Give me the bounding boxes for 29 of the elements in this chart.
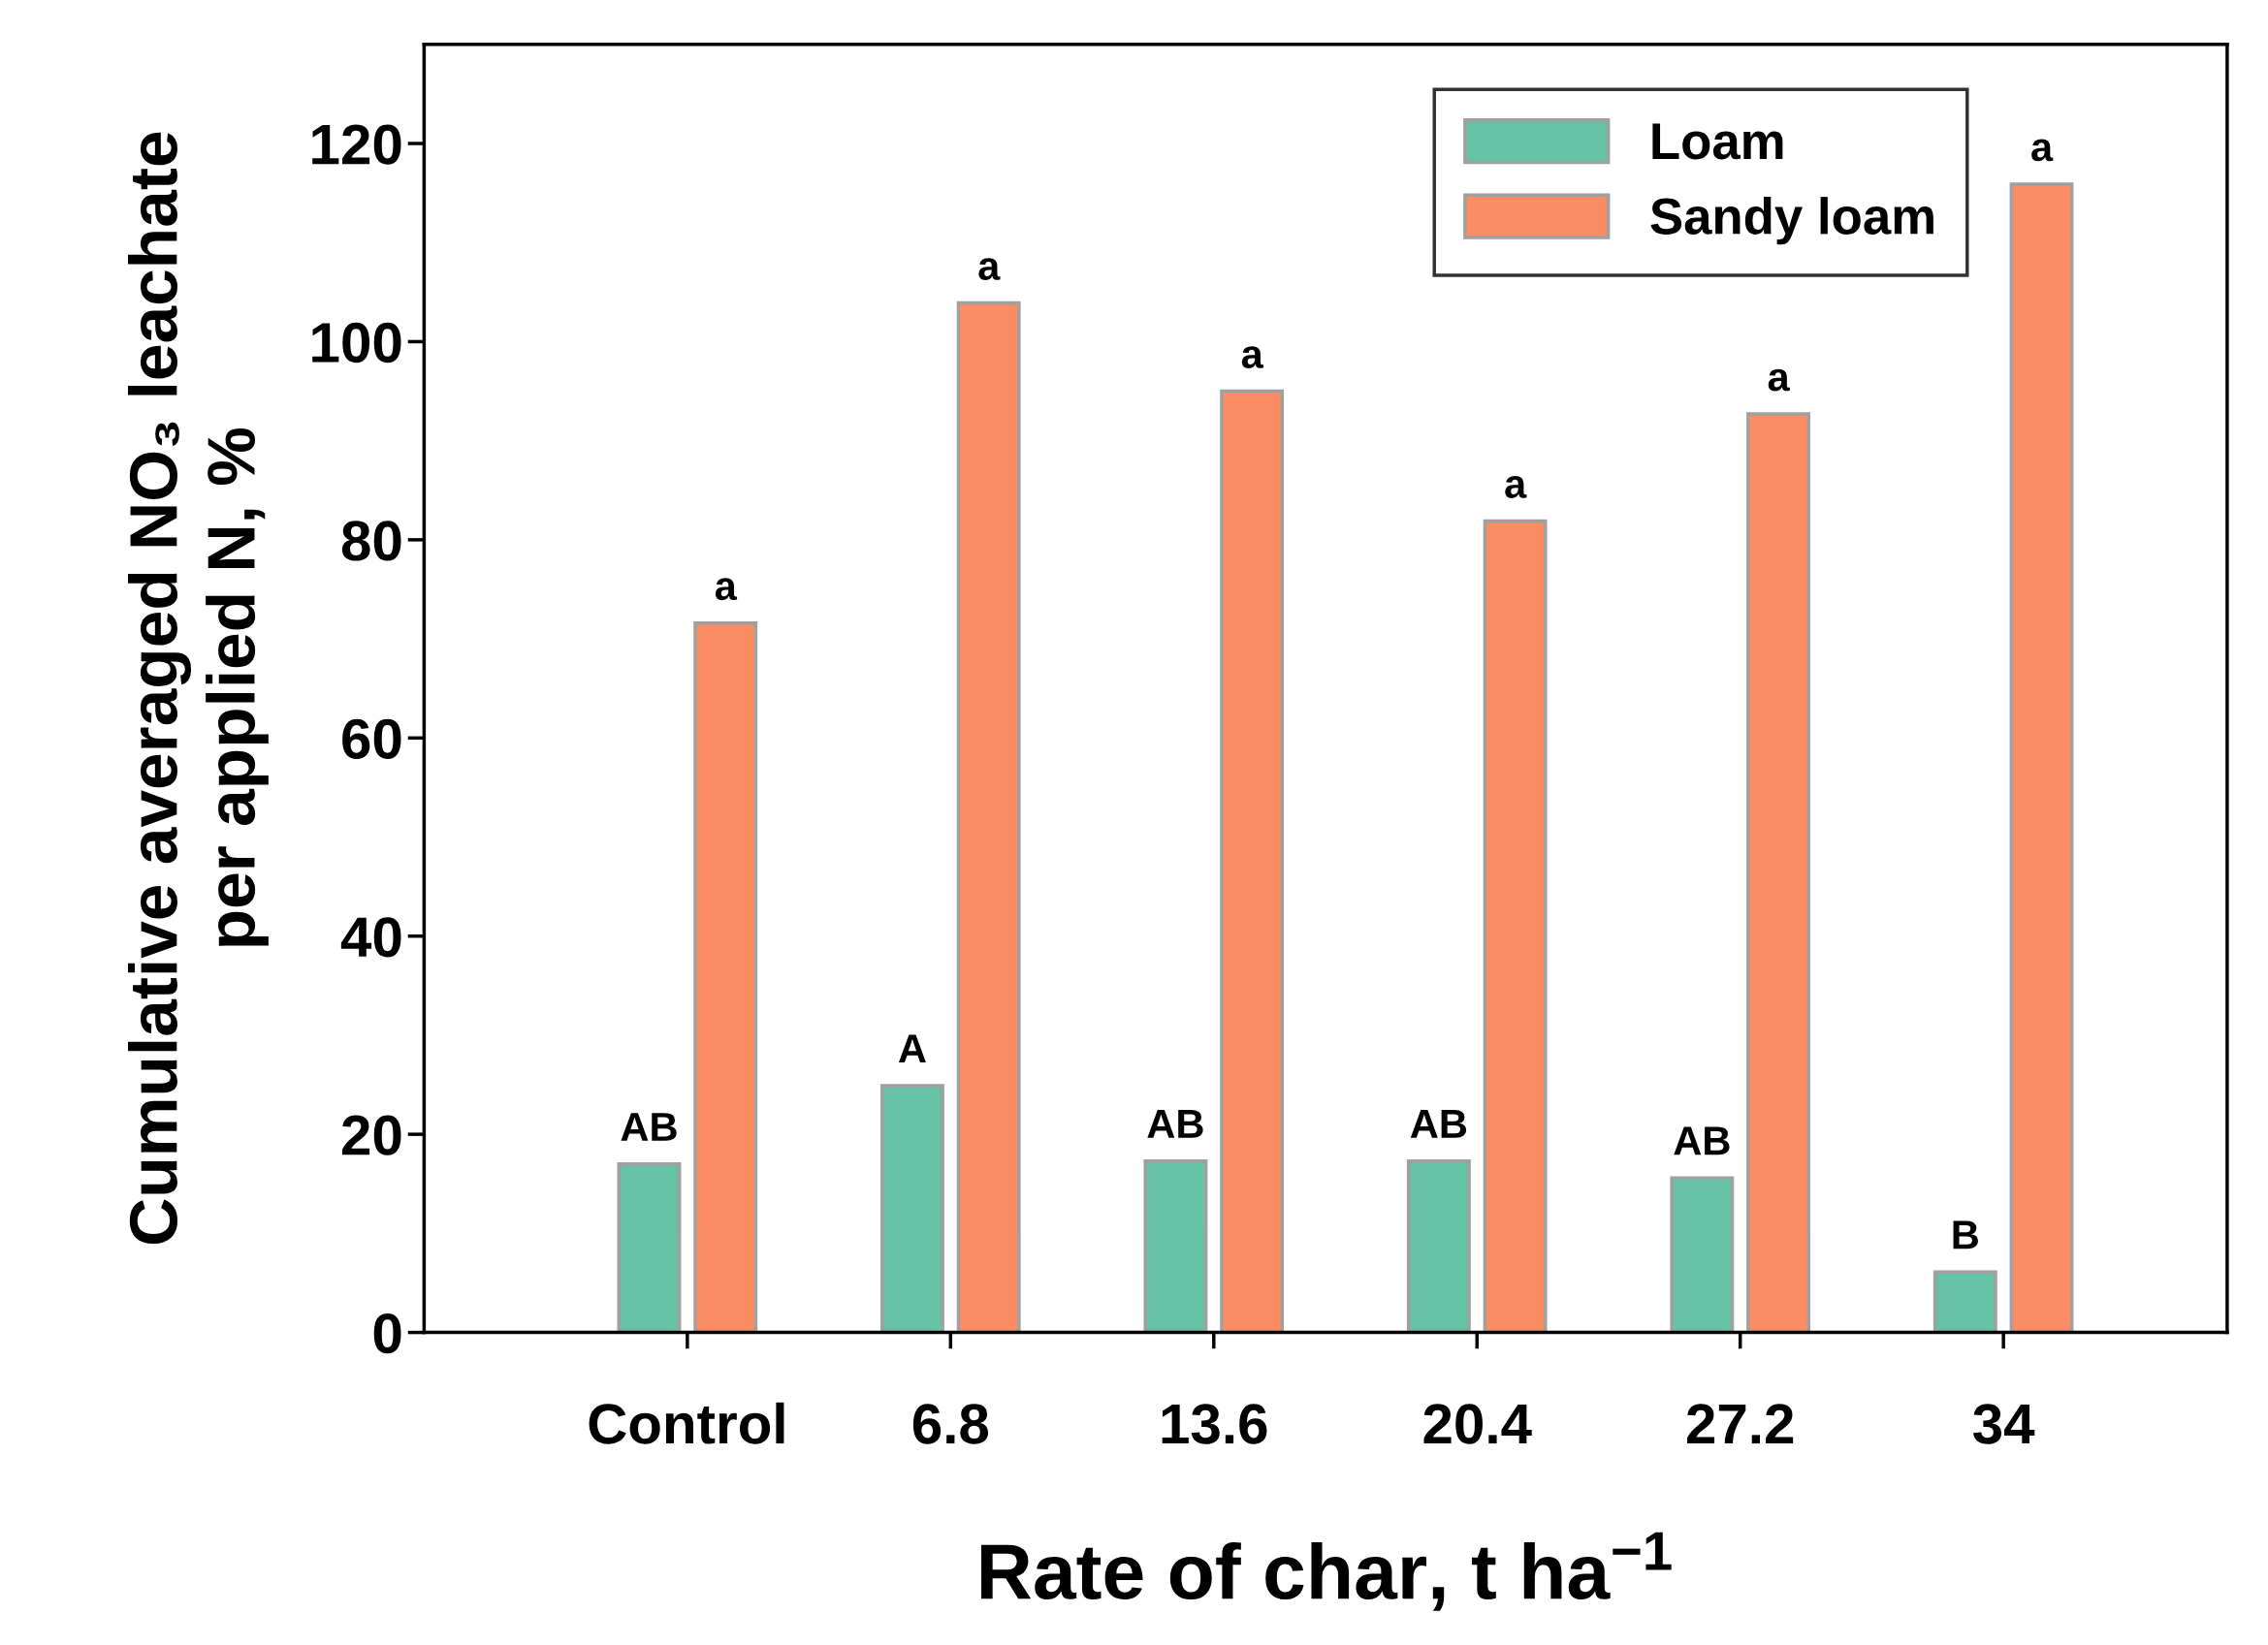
data-label: B xyxy=(1953,1220,1978,1250)
data-label: a xyxy=(2031,139,2054,162)
y-tick-label: 20 xyxy=(342,1115,401,1155)
y-tick-label: 120 xyxy=(312,124,401,165)
y-tick-label: 60 xyxy=(342,718,401,760)
y-tick-label: 80 xyxy=(341,521,401,561)
data-label: a xyxy=(715,578,738,601)
data-label: a xyxy=(1768,368,1790,392)
data-label: A xyxy=(898,1034,926,1063)
data-label: AB xyxy=(1674,1126,1730,1155)
x-tick-label: 20.4 xyxy=(1423,1404,1532,1444)
x-tick-label: 34 xyxy=(1973,1404,2035,1444)
y-tick-label: 40 xyxy=(340,917,401,958)
data-label: AB xyxy=(1410,1110,1467,1138)
data-label: a xyxy=(1505,476,1527,498)
x-axis-title: Rate of char, t ha$^{−1}$ xyxy=(981,1532,1672,1611)
legend-label: Sandy loam xyxy=(1650,197,1933,245)
y-axis-title: Cumulative averaged NO₃ leachate per applied N, % xyxy=(128,132,269,1244)
legend-label: Loam xyxy=(1652,123,1783,160)
x-tick-label: 6.8 xyxy=(912,1404,989,1444)
x-tick-label: Control xyxy=(589,1402,784,1444)
data-label: AB xyxy=(1147,1110,1203,1138)
y-tick-label: 100 xyxy=(312,322,401,364)
x-tick-label: 27.2 xyxy=(1686,1404,1794,1444)
data-label: AB xyxy=(621,1113,677,1141)
data-label: a xyxy=(978,258,1001,281)
x-tick-label: 13.6 xyxy=(1162,1404,1267,1444)
y-tick-label: 0 xyxy=(373,1313,401,1354)
data-label: a xyxy=(1241,346,1263,368)
